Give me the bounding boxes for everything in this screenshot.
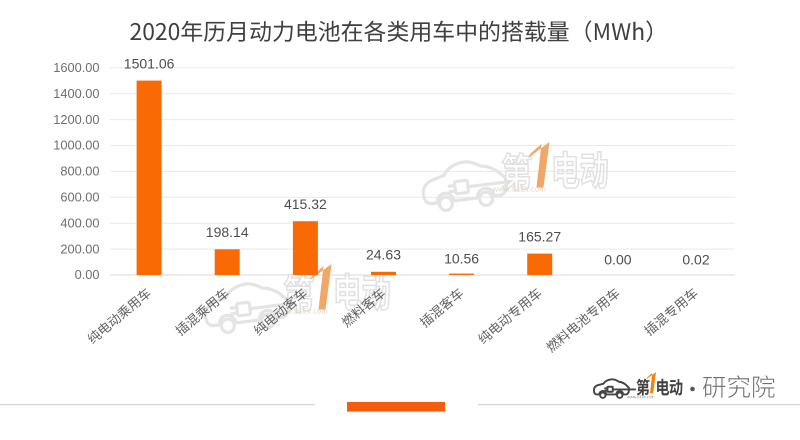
svg-text:600.00: 600.00 [60,190,99,205]
svg-text:24.63: 24.63 [366,247,401,263]
svg-text:0.02: 0.02 [682,252,709,268]
svg-text:800.00: 800.00 [60,164,99,179]
svg-text:10.56: 10.56 [444,250,479,266]
svg-text:0.00: 0.00 [604,252,631,268]
svg-text:200.00: 200.00 [60,241,99,256]
svg-text:1400.00: 1400.00 [53,86,99,101]
svg-text:1200.00: 1200.00 [53,112,99,127]
svg-text:400.00: 400.00 [60,215,99,230]
svg-text:0.00: 0.00 [75,267,100,282]
svg-text:198.14: 198.14 [206,224,249,240]
svg-text:165.27: 165.27 [518,228,561,244]
svg-text:415.32: 415.32 [284,196,327,212]
svg-text:1600.00: 1600.00 [53,60,99,75]
svg-text:1501.06: 1501.06 [124,55,175,71]
svg-text:1000.00: 1000.00 [53,138,99,153]
